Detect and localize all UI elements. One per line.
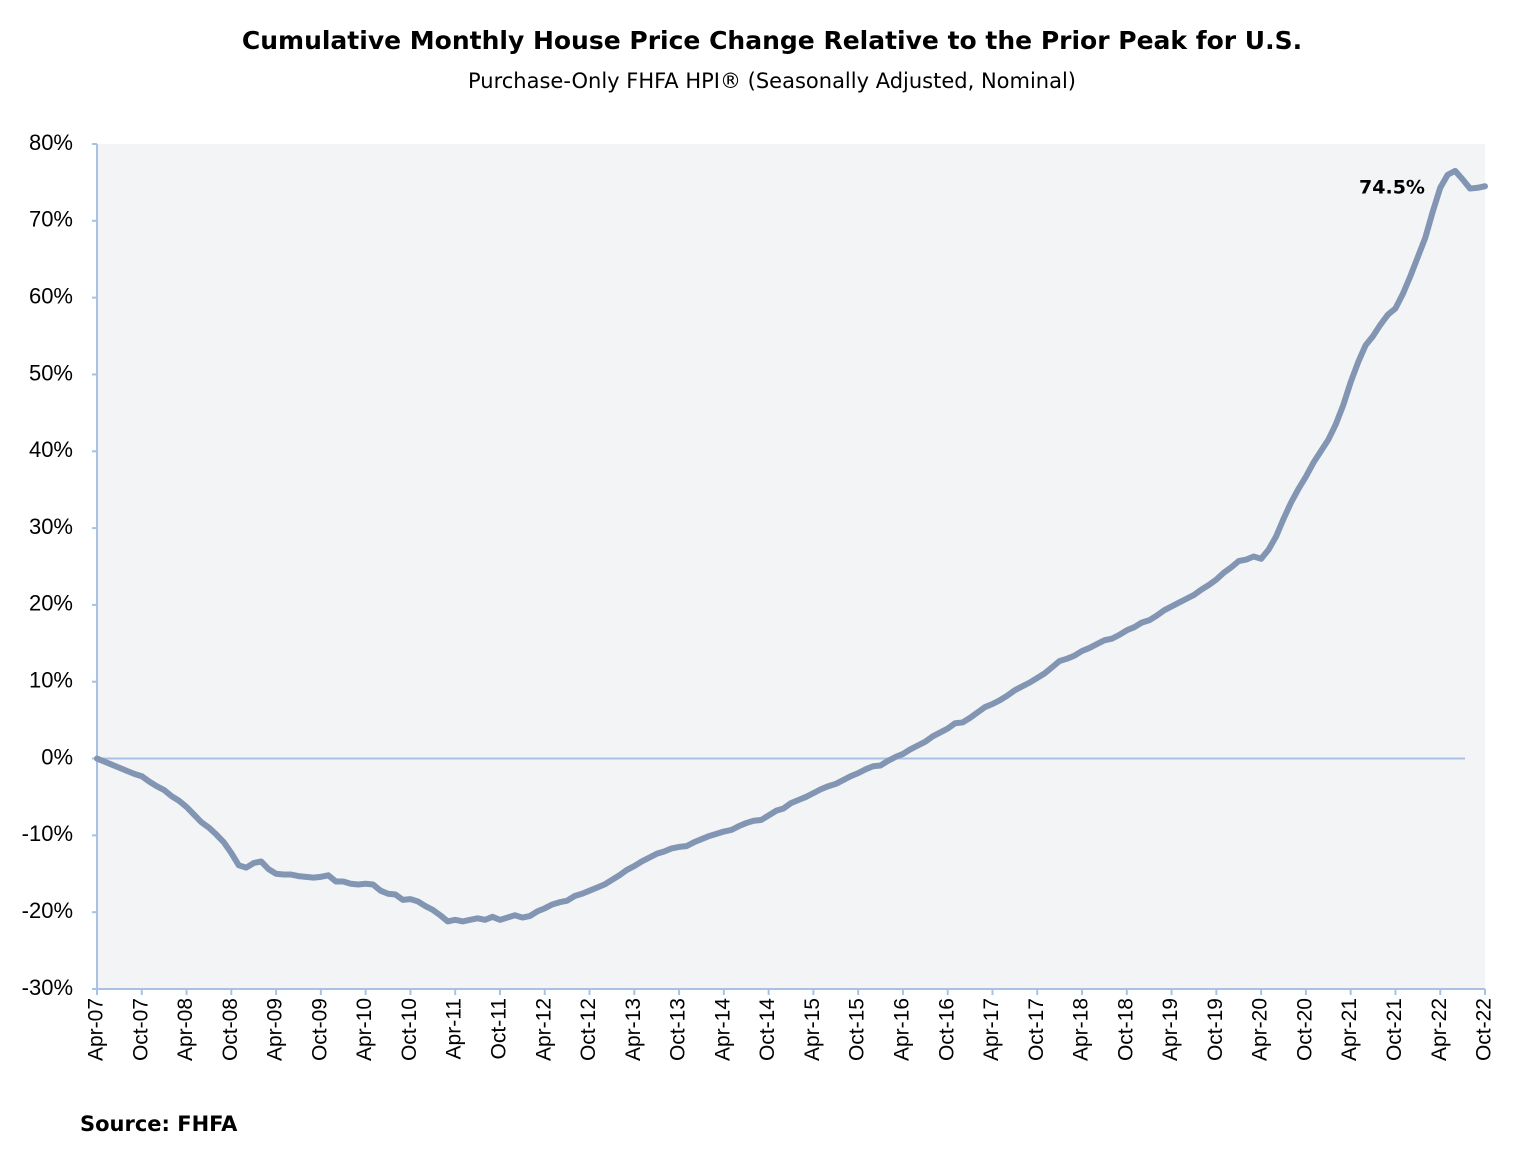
x-tick-label: Apr-22 <box>1428 998 1451 1061</box>
x-tick-label: Apr-11 <box>443 998 466 1059</box>
y-tick-label: 60% <box>29 283 73 308</box>
x-tick-label: Apr-12 <box>532 998 555 1061</box>
x-tick-label: Oct-11 <box>488 998 511 1059</box>
y-tick-label: -10% <box>22 821 73 846</box>
x-tick-label: Apr-13 <box>622 998 645 1061</box>
y-tick-label: 80% <box>29 130 73 155</box>
y-tick-label: -20% <box>22 898 73 923</box>
x-tick-label: Apr-15 <box>801 998 824 1061</box>
annotation: 74.5% <box>1359 177 1425 199</box>
x-tick-label: Oct-20 <box>1293 998 1316 1061</box>
x-tick-label: Oct-22 <box>1473 998 1496 1061</box>
x-tick-label: Oct-08 <box>219 998 242 1061</box>
chart-title: Cumulative Monthly House Price Change Re… <box>242 26 1302 55</box>
x-tick-label: Oct-18 <box>1114 998 1137 1061</box>
x-tick-label: Oct-19 <box>1204 998 1227 1061</box>
x-tick-label: Apr-09 <box>264 998 287 1061</box>
chart-subtitle: Purchase-Only FHFA HPI® (Seasonally Adju… <box>468 69 1076 93</box>
data-line <box>94 167 1488 925</box>
x-tick-label: Apr-17 <box>980 998 1003 1061</box>
x-tick-label: Oct-09 <box>308 998 331 1061</box>
y-tick-label: -30% <box>22 975 73 1000</box>
x-tick-label: Oct-15 <box>846 998 869 1061</box>
x-tick-label: Apr-18 <box>1070 998 1093 1061</box>
x-tick-label: Oct-13 <box>667 998 690 1061</box>
x-tick-label: Oct-10 <box>398 998 421 1061</box>
y-tick-label: 0% <box>41 744 73 769</box>
x-tick-label: Oct-16 <box>935 998 958 1061</box>
plot-area <box>97 144 1485 989</box>
x-tick-label: Oct-14 <box>756 998 779 1061</box>
y-tick-label: 20% <box>29 591 73 616</box>
x-tick-label: Oct-21 <box>1383 998 1406 1061</box>
x-tick-label: Apr-14 <box>711 998 734 1061</box>
y-tick-label: 40% <box>29 437 73 462</box>
y-tick-label: 10% <box>29 668 73 693</box>
x-tick-label: Apr-19 <box>1159 998 1182 1061</box>
x-tick-label: Oct-07 <box>129 998 152 1061</box>
y-tick-label: 50% <box>29 360 73 385</box>
y-tick-label: 30% <box>29 514 73 539</box>
x-tick-label: Oct-17 <box>1025 998 1048 1061</box>
x-tick-label: Apr-08 <box>174 998 197 1061</box>
source: Source: FHFA <box>80 1112 238 1136</box>
x-tick-label: Apr-20 <box>1249 998 1272 1061</box>
x-tick-label: Apr-07 <box>85 998 108 1061</box>
x-tick-label: Apr-10 <box>353 998 376 1061</box>
y-tick-label: 70% <box>29 207 73 232</box>
x-tick-label: Oct-12 <box>577 998 600 1061</box>
x-tick-label: Apr-16 <box>890 998 913 1061</box>
x-tick-label: Apr-21 <box>1338 998 1361 1061</box>
